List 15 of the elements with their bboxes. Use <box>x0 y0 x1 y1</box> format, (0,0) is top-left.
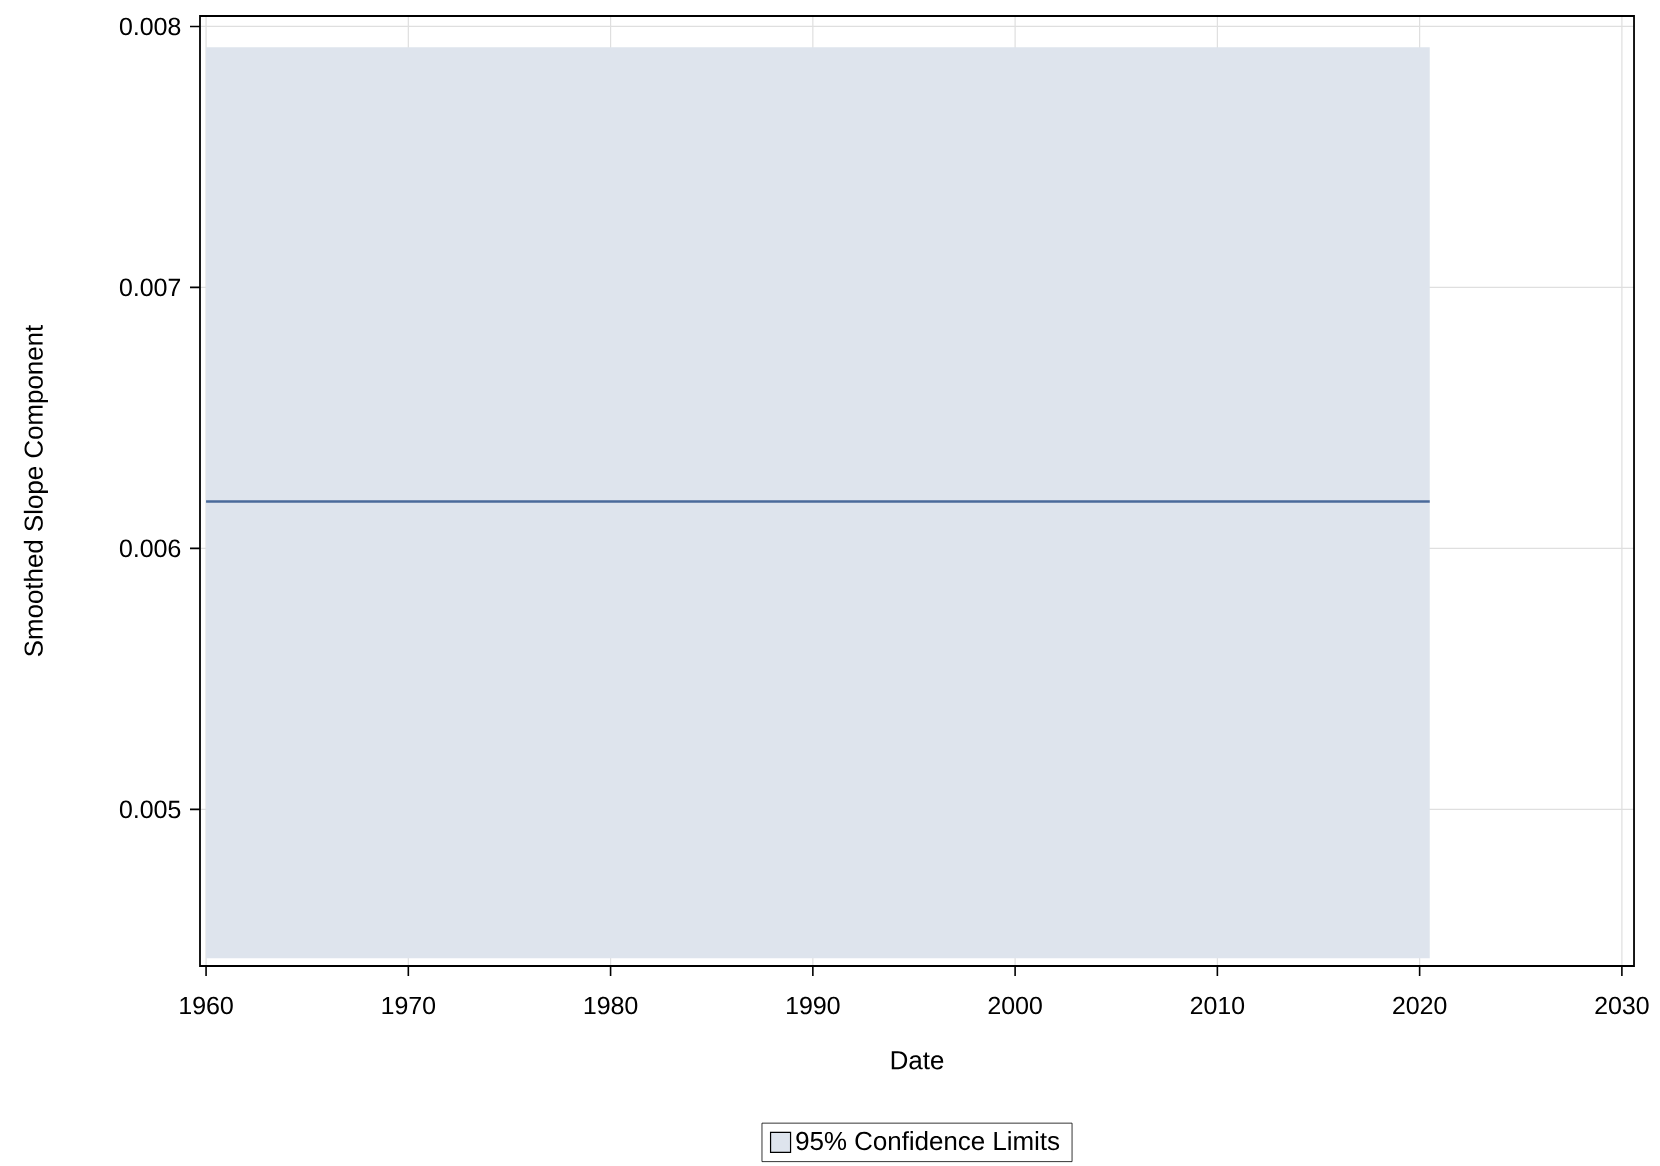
x-tick-label: 2030 <box>1595 996 1649 1015</box>
y-tick-label: 0.005 <box>119 800 181 819</box>
x-tick-label: 2020 <box>1393 996 1447 1015</box>
x-tick-label: 1980 <box>584 996 638 1015</box>
x-axis-title: Date <box>891 1051 944 1070</box>
y-tick-label: 0.006 <box>119 539 181 558</box>
text: 95% Confidence Limits <box>796 1131 1060 1151</box>
y-axis-title: Smoothed Slope Component <box>23 324 48 657</box>
x-tick-label: 2000 <box>988 996 1042 1015</box>
x-tick-label: 1970 <box>382 996 436 1015</box>
x-tick-label: 1990 <box>787 996 840 1015</box>
x-tick-label: 1960 <box>180 996 233 1015</box>
x-tick-label: 2010 <box>1190 996 1245 1015</box>
y-tick-label: 0.008 <box>119 17 181 36</box>
y-tick-label: 0.007 <box>119 278 181 297</box>
